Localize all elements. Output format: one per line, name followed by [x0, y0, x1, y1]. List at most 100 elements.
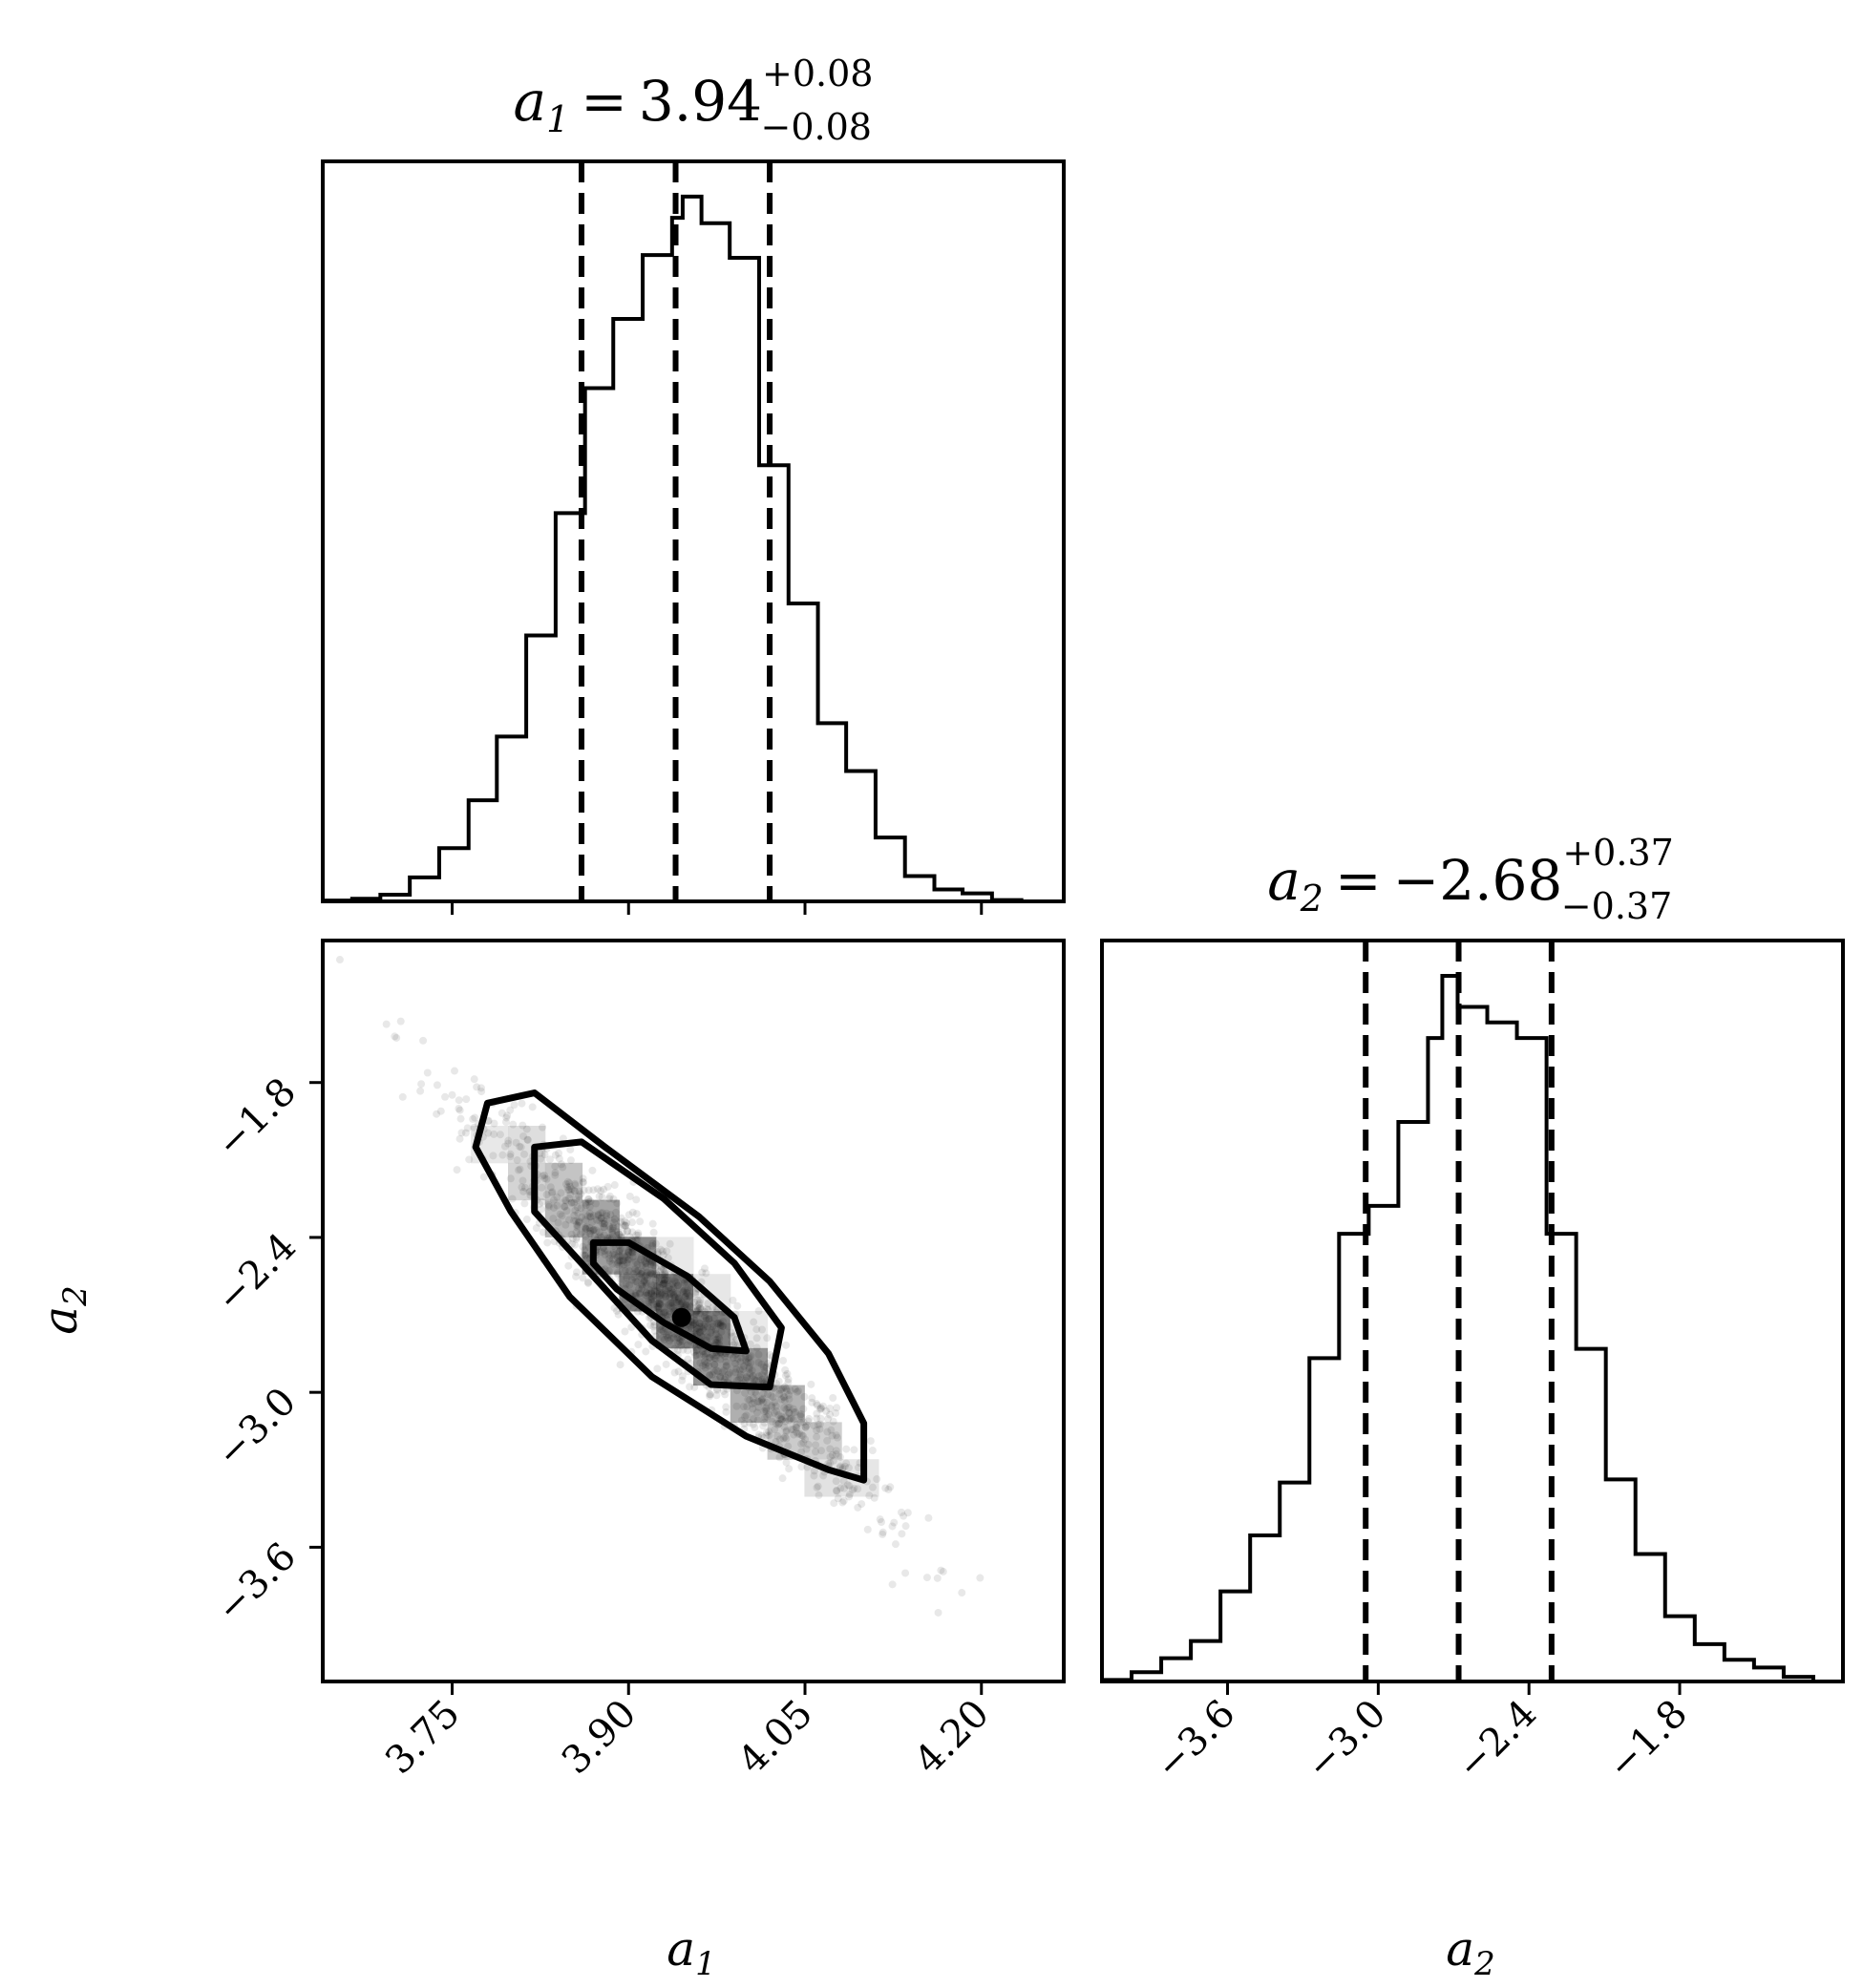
sample-point — [621, 1327, 629, 1336]
sample-point — [784, 1378, 793, 1386]
sample-point — [782, 1434, 791, 1443]
sample-point — [570, 1186, 579, 1195]
sample-point — [692, 1307, 701, 1316]
sample-point — [538, 1172, 546, 1180]
sample-point — [695, 1319, 704, 1327]
sample-point — [595, 1192, 603, 1200]
sample-point — [636, 1217, 645, 1226]
sample-point — [784, 1404, 793, 1412]
sample-point — [781, 1412, 790, 1421]
sample-point — [760, 1418, 769, 1427]
sample-point — [627, 1276, 636, 1284]
sample-point — [721, 1373, 730, 1382]
sample-point — [679, 1288, 688, 1297]
sample-point — [461, 1129, 470, 1137]
sample-point — [712, 1366, 721, 1375]
sample-point — [715, 1335, 724, 1343]
sample-point — [711, 1325, 720, 1334]
sample-point — [567, 1198, 576, 1207]
sample-point — [621, 1220, 629, 1229]
sample-point — [692, 1307, 701, 1316]
sample-point — [686, 1322, 694, 1330]
sample-point — [598, 1193, 606, 1201]
sample-point — [742, 1411, 751, 1420]
sample-point — [628, 1218, 637, 1227]
sample-point — [829, 1417, 837, 1426]
sample-point — [617, 1233, 625, 1241]
sample-point — [655, 1267, 664, 1276]
sample-point — [703, 1333, 711, 1342]
sample-point — [660, 1272, 668, 1280]
sample-point — [762, 1398, 771, 1406]
sample-point — [583, 1212, 592, 1220]
sample-point — [709, 1322, 717, 1331]
sample-point — [768, 1402, 776, 1410]
sample-point — [800, 1392, 809, 1401]
sample-point — [588, 1226, 597, 1235]
sample-point — [465, 1155, 474, 1164]
sample-point — [455, 1134, 464, 1143]
sample-point — [677, 1342, 686, 1350]
sample-point — [706, 1390, 714, 1399]
sample-point — [641, 1291, 649, 1300]
sample-point — [652, 1281, 661, 1290]
sample-point — [582, 1254, 591, 1262]
sample-point — [700, 1264, 709, 1273]
sample-point — [595, 1216, 603, 1225]
sample-point — [571, 1181, 580, 1190]
sample-point — [646, 1271, 654, 1280]
sample-point — [773, 1380, 781, 1388]
sample-point — [775, 1453, 784, 1462]
sample-point — [423, 1068, 432, 1077]
sample-point — [563, 1183, 572, 1192]
sample-point — [597, 1248, 605, 1257]
sample-point — [567, 1198, 576, 1207]
sample-point — [646, 1280, 655, 1289]
sample-point — [572, 1195, 581, 1203]
sample-point — [678, 1376, 687, 1385]
sample-point — [801, 1423, 810, 1431]
sample-point — [701, 1320, 709, 1328]
sample-point — [441, 1092, 450, 1101]
sample-point — [566, 1156, 575, 1165]
sample-point — [623, 1227, 631, 1236]
sample-point — [669, 1334, 678, 1343]
sample-point — [469, 1114, 477, 1123]
sample-point — [661, 1270, 669, 1279]
sample-point — [828, 1450, 836, 1459]
sample-point — [736, 1358, 745, 1366]
sample-point — [696, 1331, 705, 1340]
sample-point — [690, 1316, 699, 1324]
sample-point — [823, 1428, 832, 1436]
sample-point — [701, 1322, 709, 1331]
sample-point — [735, 1365, 744, 1374]
sample-point — [786, 1414, 794, 1423]
sample-point — [774, 1419, 783, 1428]
sample-point — [614, 1258, 623, 1267]
sample-point — [608, 1226, 617, 1235]
sample-point — [829, 1456, 837, 1465]
sample-point — [693, 1296, 702, 1304]
sample-point — [662, 1360, 670, 1368]
sample-point — [682, 1288, 690, 1297]
sample-point — [631, 1278, 640, 1286]
sample-point — [510, 1101, 519, 1110]
sample-point — [582, 1216, 590, 1224]
sample-point — [690, 1383, 699, 1391]
sample-point — [695, 1327, 704, 1336]
sample-point — [666, 1307, 674, 1316]
sample-point — [745, 1419, 753, 1428]
sample-point — [686, 1383, 694, 1391]
sample-point — [801, 1435, 810, 1444]
sample-point — [689, 1313, 698, 1322]
sample-point — [685, 1301, 693, 1310]
sample-point — [681, 1286, 689, 1295]
sample-point — [765, 1428, 773, 1436]
sample-point — [857, 1500, 866, 1509]
sample-point — [542, 1191, 551, 1199]
sample-point — [501, 1118, 510, 1127]
sample-point — [597, 1209, 605, 1217]
contour-middle — [531, 1138, 785, 1391]
sample-point — [854, 1503, 862, 1512]
sample-point — [720, 1375, 729, 1384]
